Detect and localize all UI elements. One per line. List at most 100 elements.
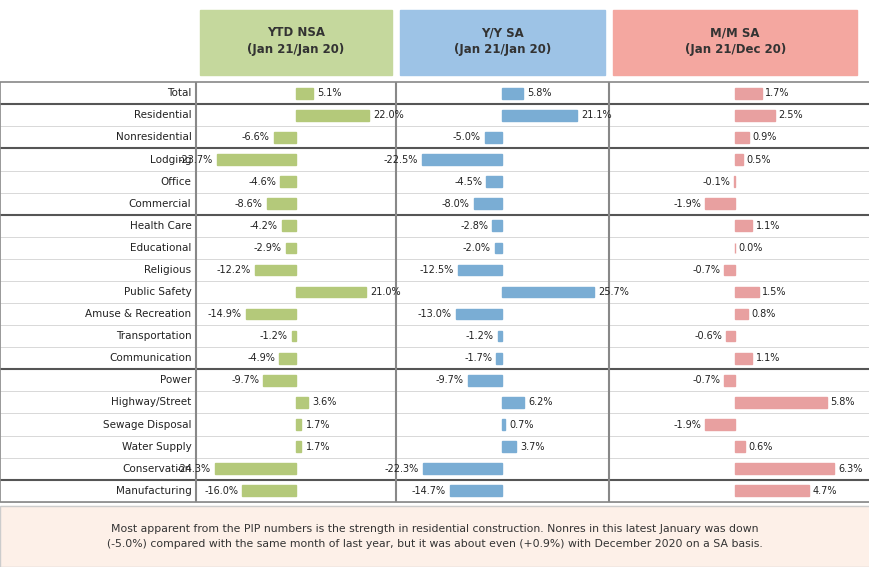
Bar: [263, 375, 295, 386]
Text: -4.2%: -4.2%: [249, 221, 277, 231]
Bar: [502, 397, 524, 408]
Bar: [242, 485, 295, 496]
Bar: [295, 88, 313, 99]
Text: 0.7%: 0.7%: [508, 420, 534, 430]
Bar: [295, 287, 366, 297]
Text: -1.2%: -1.2%: [465, 331, 494, 341]
Bar: [282, 221, 295, 231]
Bar: [734, 309, 747, 319]
Text: Health Care: Health Care: [129, 221, 191, 231]
Bar: [734, 110, 773, 121]
Text: -9.7%: -9.7%: [435, 375, 463, 386]
Text: -14.9%: -14.9%: [208, 309, 242, 319]
Text: Transportation: Transportation: [116, 331, 191, 341]
Bar: [255, 265, 295, 275]
Text: Water Supply: Water Supply: [122, 442, 191, 451]
Bar: [274, 132, 295, 143]
Text: -1.2%: -1.2%: [259, 331, 287, 341]
Bar: [734, 287, 758, 297]
Bar: [455, 309, 502, 319]
Bar: [725, 331, 734, 341]
Text: -14.7%: -14.7%: [411, 486, 445, 496]
Text: -9.7%: -9.7%: [231, 375, 259, 386]
Bar: [734, 397, 826, 408]
Bar: [734, 132, 748, 143]
Bar: [295, 397, 308, 408]
Bar: [723, 265, 734, 275]
Text: -8.6%: -8.6%: [235, 198, 262, 209]
Text: -22.5%: -22.5%: [383, 154, 418, 164]
Text: -6.6%: -6.6%: [242, 133, 269, 142]
Text: Most apparent from the PIP numbers is the strength in residential construction. : Most apparent from the PIP numbers is th…: [107, 524, 762, 549]
Bar: [494, 243, 502, 253]
Bar: [280, 176, 295, 187]
Text: Highway/Street: Highway/Street: [111, 397, 191, 408]
Bar: [502, 110, 577, 121]
Bar: [246, 309, 295, 319]
Text: -4.9%: -4.9%: [247, 353, 275, 363]
Bar: [502, 441, 515, 452]
Text: Religious: Religious: [144, 265, 191, 275]
Text: -1.9%: -1.9%: [673, 420, 701, 430]
Text: -0.1%: -0.1%: [701, 176, 729, 187]
Bar: [422, 463, 502, 474]
Bar: [279, 353, 295, 363]
Text: -22.3%: -22.3%: [384, 464, 418, 473]
Text: Y/Y SA
(Jan 21/Jan 20): Y/Y SA (Jan 21/Jan 20): [454, 26, 550, 56]
Text: 3.7%: 3.7%: [520, 442, 544, 451]
Bar: [705, 198, 734, 209]
Bar: [295, 419, 302, 430]
Text: -0.7%: -0.7%: [692, 375, 720, 386]
Bar: [734, 154, 742, 165]
Text: 1.7%: 1.7%: [765, 88, 789, 98]
Text: -2.8%: -2.8%: [460, 221, 488, 231]
Text: Power: Power: [160, 375, 191, 386]
Bar: [286, 243, 295, 253]
Text: 5.1%: 5.1%: [317, 88, 342, 98]
Bar: [734, 353, 752, 363]
Bar: [734, 485, 808, 496]
Text: -0.6%: -0.6%: [693, 331, 721, 341]
Bar: [215, 463, 295, 474]
Text: 0.9%: 0.9%: [752, 133, 776, 142]
Bar: [733, 176, 734, 187]
Text: 1.7%: 1.7%: [306, 442, 330, 451]
Bar: [705, 419, 734, 430]
Bar: [216, 154, 295, 165]
Bar: [0, 506, 869, 567]
Text: -4.5%: -4.5%: [454, 176, 481, 187]
Text: Communication: Communication: [109, 353, 191, 363]
Text: Amuse & Recreation: Amuse & Recreation: [85, 309, 191, 319]
Text: -2.0%: -2.0%: [462, 243, 490, 253]
Text: Total: Total: [167, 88, 191, 98]
Text: -23.7%: -23.7%: [178, 154, 212, 164]
Text: 0.0%: 0.0%: [738, 243, 762, 253]
Text: Lodging: Lodging: [149, 154, 191, 164]
Text: 5.8%: 5.8%: [527, 88, 551, 98]
Text: -24.3%: -24.3%: [176, 464, 210, 473]
Text: 3.6%: 3.6%: [312, 397, 336, 408]
Bar: [613, 10, 856, 75]
Text: Office: Office: [161, 176, 191, 187]
Text: 22.0%: 22.0%: [373, 111, 404, 120]
Bar: [484, 132, 502, 143]
Bar: [474, 198, 502, 209]
Text: 0.6%: 0.6%: [747, 442, 772, 451]
Bar: [734, 88, 761, 99]
Text: -8.0%: -8.0%: [441, 198, 469, 209]
Bar: [502, 419, 504, 430]
Text: 5.8%: 5.8%: [829, 397, 853, 408]
Bar: [486, 176, 502, 187]
Text: 21.1%: 21.1%: [581, 111, 612, 120]
Bar: [295, 110, 368, 121]
Bar: [400, 10, 604, 75]
Text: Nonresidential: Nonresidential: [116, 133, 191, 142]
Text: M/M SA
(Jan 21/Dec 20): M/M SA (Jan 21/Dec 20): [684, 26, 785, 56]
Text: -4.6%: -4.6%: [248, 176, 275, 187]
Bar: [734, 221, 752, 231]
Bar: [267, 198, 295, 209]
Text: 21.0%: 21.0%: [370, 287, 401, 297]
Text: 6.2%: 6.2%: [528, 397, 553, 408]
Text: 25.7%: 25.7%: [597, 287, 628, 297]
Text: -5.0%: -5.0%: [452, 133, 480, 142]
